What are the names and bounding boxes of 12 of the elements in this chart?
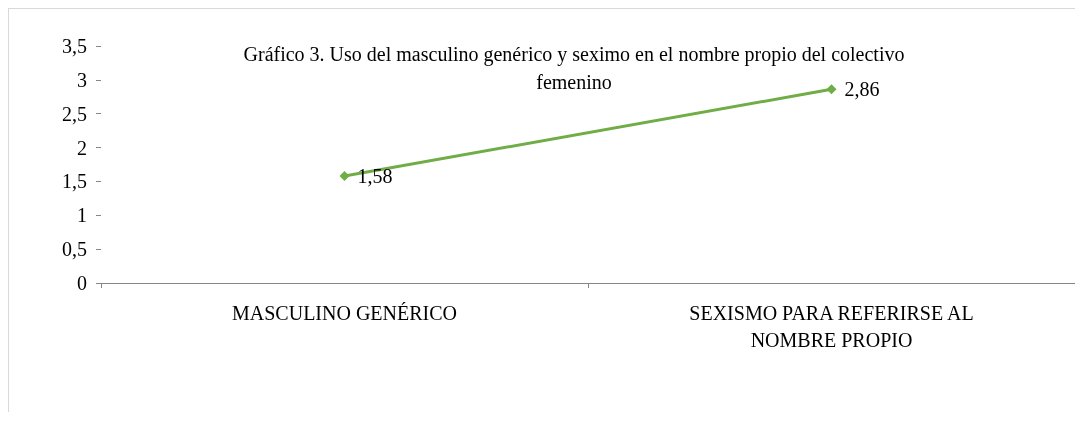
data-label: 2,86 [844, 78, 880, 101]
y-tick-label: 1 [77, 204, 87, 227]
y-tick-label: 3,5 [62, 35, 87, 57]
x-tick-label: MASCULINO GENÉRICO [232, 301, 457, 324]
y-tick-label: 0 [77, 272, 87, 294]
y-tick-label: 3 [77, 68, 87, 91]
y-tick-label: 2 [77, 136, 87, 159]
x-tick-label: SEXISMO PARA REFERIRSE AL NOMBRE PROPIO [689, 301, 974, 351]
y-tick-label: 2,5 [62, 102, 87, 125]
data-label: 1,58 [357, 165, 393, 188]
y-tick-label: 0,5 [62, 238, 87, 261]
y-tick-label: 1,5 [62, 170, 87, 193]
